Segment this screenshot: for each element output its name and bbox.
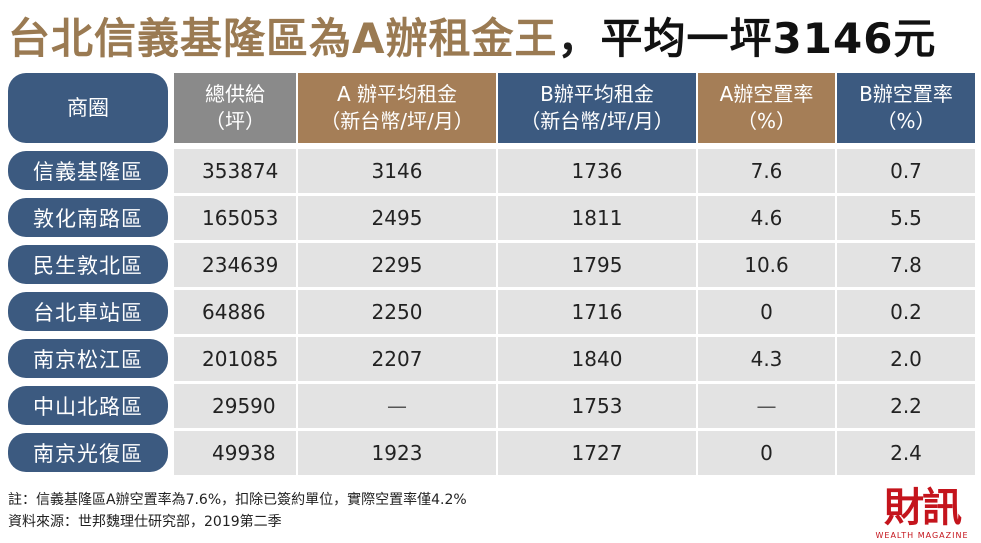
header-b-vacancy-line1: B辦空置率 <box>859 82 953 106</box>
cell-supply: 49938 <box>174 431 296 475</box>
table-row: 台北車站區 64886 2250 1716 0 0.2 <box>8 290 975 334</box>
header-a-vacancy-line2: （%） <box>736 109 796 133</box>
cell-a-vacancy: 7.6 <box>698 149 835 193</box>
row-district: 南京光復區 <box>8 433 168 472</box>
title-main: 台北信義基隆區為A辦租金王 <box>8 13 558 63</box>
cell-a-vacancy: — <box>698 384 835 428</box>
cell-a-rent: 2207 <box>298 337 496 381</box>
header-b-rent-line2: （新台幣/坪/月） <box>520 109 674 133</box>
cell-b-rent: 1840 <box>498 337 696 381</box>
cell-b-rent: 1753 <box>498 384 696 428</box>
wealth-magazine-logo: 財訊 WEALTH MAGAZINE <box>868 486 976 542</box>
cell-b-rent: 1811 <box>498 196 696 240</box>
cell-supply: 353874 <box>174 149 296 193</box>
cell-b-vacancy: 0.2 <box>837 290 975 334</box>
row-district: 中山北路區 <box>8 386 168 425</box>
footnote: 註：信義基隆區A辦空置率為7.6%，扣除已簽約單位，實際空置率僅4.2% <box>8 492 467 508</box>
cell-a-vacancy: 0 <box>698 290 835 334</box>
header-b-vacancy: B辦空置率 （%） <box>837 73 975 143</box>
cell-a-vacancy: 4.3 <box>698 337 835 381</box>
page-title: 台北信義基隆區為A辦租金王 ， 平均一坪3146元 <box>8 4 978 66</box>
cell-supply: 165053 <box>174 196 296 240</box>
row-district: 南京松江區 <box>8 339 168 378</box>
cell-b-rent: 1727 <box>498 431 696 475</box>
logo-subtext: WEALTH MAGAZINE <box>875 531 969 540</box>
header-a-vacancy-line1: A辦空置率 <box>719 82 814 106</box>
table-row: 敦化南路區 165053 2495 1811 4.6 5.5 <box>8 196 975 240</box>
cell-a-vacancy: 0 <box>698 431 835 475</box>
table-row: 南京松江區 201085 2207 1840 4.3 2.0 <box>8 337 975 381</box>
cell-b-vacancy: 0.7 <box>837 149 975 193</box>
header-a-rent-line2: （新台幣/坪/月） <box>320 109 474 133</box>
cell-b-vacancy: 2.0 <box>837 337 975 381</box>
cell-a-vacancy: 10.6 <box>698 243 835 287</box>
cell-a-rent: 3146 <box>298 149 496 193</box>
cell-a-rent: 2250 <box>298 290 496 334</box>
cell-supply: 201085 <box>174 337 296 381</box>
cell-b-vacancy: 2.4 <box>837 431 975 475</box>
cell-a-rent: — <box>298 384 496 428</box>
table-row: 南京光復區 49938 1923 1727 0 2.4 <box>8 431 975 475</box>
row-district: 信義基隆區 <box>8 151 168 190</box>
title-highlight: 平均一坪3146元 <box>600 13 937 63</box>
header-b-rent-line1: B辦平均租金 <box>540 82 654 106</box>
header-b-vacancy-line2: （%） <box>876 109 936 133</box>
header-district-label: 商圈 <box>67 95 109 120</box>
cell-a-rent: 1923 <box>298 431 496 475</box>
header-b-rent: B辦平均租金 （新台幣/坪/月） <box>498 73 696 143</box>
table-row: 民生敦北區 234639 2295 1795 10.6 7.8 <box>8 243 975 287</box>
cell-a-rent: 2495 <box>298 196 496 240</box>
header-supply-line1: 總供給 <box>205 82 265 106</box>
cell-a-vacancy: 4.6 <box>698 196 835 240</box>
header-district: 商圈 <box>8 73 168 143</box>
header-supply-line2: （坪） <box>205 109 265 133</box>
logo-text: 財訊 <box>884 484 962 531</box>
cell-supply: 29590 <box>174 384 296 428</box>
cell-b-rent: 1736 <box>498 149 696 193</box>
title-separator: ， <box>557 13 601 63</box>
header-a-rent: A 辦平均租金 （新台幣/坪/月） <box>298 73 496 143</box>
cell-supply: 64886 <box>174 290 296 334</box>
cell-b-vacancy: 5.5 <box>837 196 975 240</box>
cell-b-vacancy: 7.8 <box>837 243 975 287</box>
cell-b-vacancy: 2.2 <box>837 384 975 428</box>
table-row: 信義基隆區 353874 3146 1736 7.6 0.7 <box>8 149 975 193</box>
row-district: 敦化南路區 <box>8 198 168 237</box>
cell-a-rent: 2295 <box>298 243 496 287</box>
header-a-vacancy: A辦空置率 （%） <box>698 73 835 143</box>
cell-supply: 234639 <box>174 243 296 287</box>
row-district: 民生敦北區 <box>8 245 168 284</box>
header-supply: 總供給 （坪） <box>174 73 296 143</box>
cell-b-rent: 1716 <box>498 290 696 334</box>
table-header: 商圈 總供給 （坪） A 辦平均租金 （新台幣/坪/月） B辦平均租金 （新台幣… <box>8 73 975 143</box>
table-row: 中山北路區 29590 — 1753 — 2.2 <box>8 384 975 428</box>
cell-b-rent: 1795 <box>498 243 696 287</box>
row-district: 台北車站區 <box>8 292 168 331</box>
source-note: 資料來源：世邦魏理仕研究部，2019第二季 <box>8 514 282 530</box>
header-a-rent-line1: A 辦平均租金 <box>336 82 458 106</box>
